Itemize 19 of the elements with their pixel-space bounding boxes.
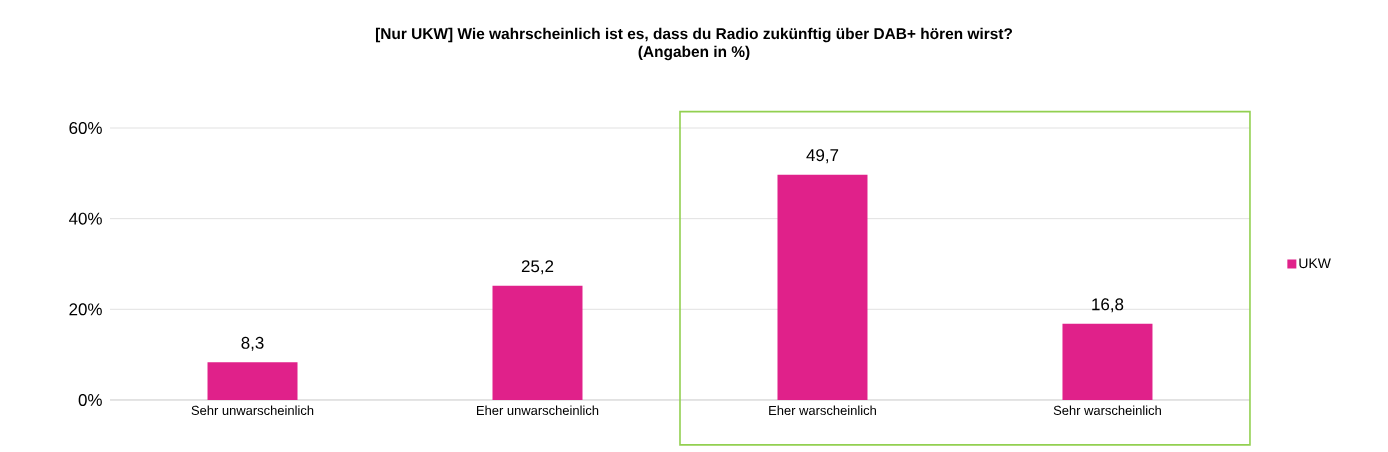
y-tick-label: 40% bbox=[68, 212, 102, 225]
bar bbox=[777, 174, 868, 400]
x-tick-label: Eher unwarscheinlich bbox=[477, 405, 599, 416]
x-tick-label: Sehr unwarscheinlich bbox=[191, 405, 314, 416]
legend-label: UKW bbox=[1299, 258, 1331, 269]
bar bbox=[1062, 323, 1153, 400]
y-tick-label: 0% bbox=[78, 393, 102, 406]
y-tick-label: 20% bbox=[69, 303, 102, 316]
x-tick-label: Sehr warscheinlich bbox=[1053, 405, 1161, 416]
data-label: 49,7 bbox=[806, 149, 839, 164]
chart-title: [Nur UKW] Wie wahrscheinlich ist es, dass du Radio zukünftig über DAB+ hören wirst? bbox=[375, 27, 1013, 43]
data-label: 8,3 bbox=[241, 336, 264, 351]
data-label: 16,8 bbox=[1092, 298, 1124, 313]
bar bbox=[207, 362, 298, 400]
data-label: 25,2 bbox=[521, 260, 554, 275]
chart-subtitle: (Angaben in %) bbox=[638, 45, 750, 61]
bar bbox=[492, 285, 583, 400]
x-tick-label: Eher warscheinlich bbox=[769, 405, 876, 416]
y-tick-label: 60% bbox=[69, 121, 102, 134]
